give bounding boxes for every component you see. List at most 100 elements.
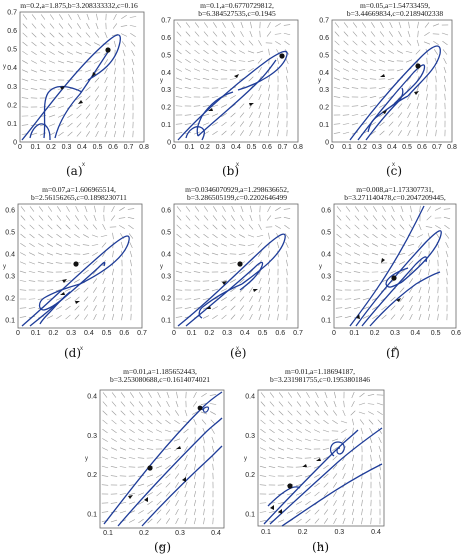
direction-field-arrow [380,243,388,247]
panel-h-orbit-4 [281,463,383,527]
direction-field-arrow [426,111,428,119]
direction-field-arrow [48,105,56,109]
direction-field-arrow [268,48,270,56]
direction-field-arrow [323,410,329,416]
direction-field-arrow [147,429,153,433]
direction-field-arrow [286,259,288,267]
panel-h-y-ticks: 0.1 0.2 0.3 0.4 [245,394,255,519]
direction-field-arrow [102,286,106,294]
panel-c-y-tick-label: 0.5 [319,52,329,59]
direction-field-arrow [407,120,411,128]
panel-b-x-label: x [236,162,239,168]
direction-field-arrow [57,105,65,109]
panel-c-x-tick-label: 0.2 [357,144,367,151]
direction-field-arrow [363,215,369,221]
panel-b-title: m=0.1,a=0.6770729812, b=6.384527535,c=0.… [158,2,316,18]
direction-field-arrow [376,402,384,406]
direction-field-arrow [239,130,245,136]
direction-field-arrow [193,252,201,256]
direction-field-arrow [21,78,29,82]
direction-field-arrow [120,428,126,434]
panel-a: m=0.2,a=1.875,b=3.208333332,c=0.16 0 0.1 0… [0,2,158,182]
direction-field-arrow [342,472,346,480]
direction-field-arrow [370,31,376,37]
direction-field-arrow [203,224,209,230]
panel-c-x-label: x [392,162,395,168]
direction-field-arrow [336,206,342,212]
direction-field-arrow [343,22,349,28]
direction-field-arrow [65,215,71,221]
direction-field-arrow [22,50,28,56]
direction-field-arrow [371,280,379,282]
direction-field-arrow [29,215,35,221]
direction-field-arrow [361,49,367,55]
direction-field-arrow [378,436,382,444]
direction-field-arrow [277,519,285,523]
panel-f-label: (f) [386,346,400,360]
direction-field-arrow [102,295,106,303]
direction-field-arrow [92,224,98,230]
direction-field-arrow [176,215,182,221]
direction-field-arrow [332,455,338,461]
direction-field-arrow [19,261,27,265]
panel-d-x-tick-label: 0.1 [31,330,41,337]
direction-field-arrow [102,428,108,434]
direction-field-arrow [155,456,163,460]
direction-field-arrow [75,70,83,72]
direction-field-arrow [121,313,123,321]
direction-field-arrow [114,85,116,93]
direction-field-arrow [345,206,351,212]
direction-field-arrow [193,68,201,72]
direction-field-arrow [83,234,89,238]
direction-field-arrow [343,400,345,408]
direction-field-arrow [351,481,355,489]
direction-field-arrow [342,409,346,417]
direction-field-arrow [387,59,395,63]
direction-field-arrow [296,429,302,433]
direction-field-arrow [120,392,126,398]
direction-field-arrow [239,269,245,275]
direction-field-arrow [94,32,100,38]
panel-b-title-line2: b=6.384527535,c=0.1945 [198,9,276,18]
direction-field-arrow [277,447,285,451]
panel-c-label: (c) [386,164,403,178]
direction-field-arrow [368,411,374,415]
direction-field-arrow [221,113,227,117]
direction-field-arrow [333,500,337,506]
direction-field-arrow [418,286,422,294]
direction-field-arrow [268,232,270,240]
direction-field-arrow [275,23,281,27]
direction-field-arrow [111,428,117,434]
panel-d-y-tick-label: 0.6 [5,208,15,215]
direction-field-arrow [382,206,386,212]
panel-d-y-tick-label: 0.1 [5,318,15,325]
direction-field-arrow [101,456,109,460]
direction-field-arrow [123,94,125,102]
panel-f-frame [333,203,457,329]
panel-d-orbit-loop-2 [39,291,71,325]
direction-field-arrow [67,113,73,119]
direction-field-arrow [48,69,56,73]
direction-field-arrow [184,481,188,489]
direction-field-arrow [176,22,182,28]
panel-a-y-tick-label: 0.4 [7,65,17,72]
direction-field-arrow [434,49,438,55]
direction-field-arrow [284,224,290,230]
direction-field-arrow [258,304,262,312]
direction-field-arrow [435,120,437,128]
direction-field-arrow [22,32,28,38]
direction-field-arrow [391,205,395,213]
panel-b-y-tick-label: 0.5 [161,52,171,59]
panel-h-arrow-1 [302,464,307,467]
panel-c-y-tick-label: 0.6 [319,35,329,42]
direction-field-arrow [46,261,54,265]
direction-field-arrow [203,233,209,239]
direction-field-arrow [120,241,124,249]
direction-field-arrow [113,112,117,120]
direction-field-arrow [212,215,218,221]
direction-field-arrow [336,233,342,239]
direction-field-arrow [428,268,430,276]
direction-field-arrow [76,95,82,101]
panel-h-orbit-3 [267,486,301,507]
direction-field-arrow [351,401,355,407]
